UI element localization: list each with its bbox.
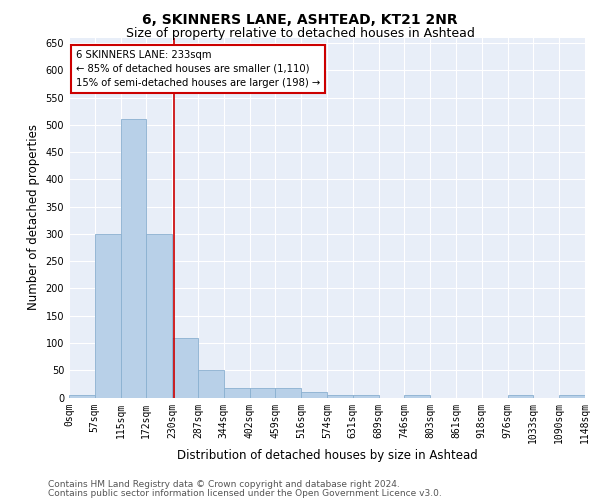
Bar: [301, 392, 327, 398]
Bar: [250, 388, 275, 398]
Bar: [404, 395, 430, 398]
Bar: [353, 395, 379, 398]
Bar: [327, 395, 353, 398]
Y-axis label: Number of detached properties: Number of detached properties: [27, 124, 40, 310]
Bar: [146, 234, 172, 398]
Bar: [69, 395, 95, 398]
Bar: [121, 120, 146, 398]
Bar: [559, 395, 585, 398]
Bar: [172, 338, 198, 398]
Bar: [275, 388, 301, 398]
Text: 6, SKINNERS LANE, ASHTEAD, KT21 2NR: 6, SKINNERS LANE, ASHTEAD, KT21 2NR: [142, 12, 458, 26]
Bar: [95, 234, 121, 398]
Text: Contains HM Land Registry data © Crown copyright and database right 2024.: Contains HM Land Registry data © Crown c…: [48, 480, 400, 489]
X-axis label: Distribution of detached houses by size in Ashtead: Distribution of detached houses by size …: [176, 449, 478, 462]
Text: Size of property relative to detached houses in Ashtead: Size of property relative to detached ho…: [125, 28, 475, 40]
Text: 6 SKINNERS LANE: 233sqm
← 85% of detached houses are smaller (1,110)
15% of semi: 6 SKINNERS LANE: 233sqm ← 85% of detache…: [76, 50, 320, 88]
Bar: [508, 395, 533, 398]
Bar: [224, 388, 250, 398]
Bar: [198, 370, 224, 398]
Text: Contains public sector information licensed under the Open Government Licence v3: Contains public sector information licen…: [48, 488, 442, 498]
